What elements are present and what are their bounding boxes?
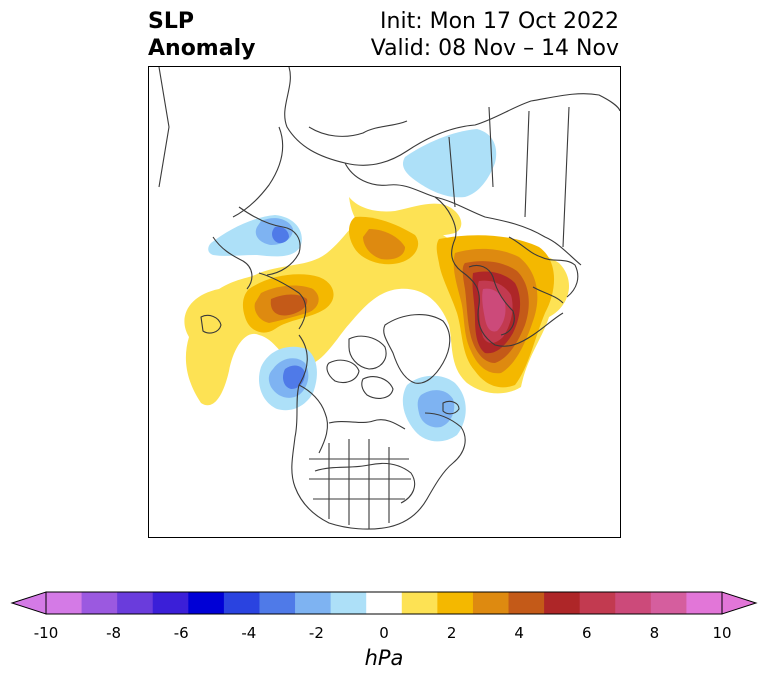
- colorbar-segment: [81, 592, 118, 614]
- init-date: Init: Mon 17 Oct 2022: [380, 9, 619, 34]
- colorbar-segment: [330, 592, 367, 614]
- anomaly-fill: [482, 288, 506, 332]
- colorbar-segment: [366, 592, 403, 614]
- map-title: SLP Anomaly: [148, 8, 255, 62]
- anomaly-fill: [270, 294, 308, 316]
- colorbar-extend-max: [721, 591, 758, 615]
- colorbar-extend-min: [10, 591, 47, 615]
- colorbar-segment: [544, 592, 581, 614]
- colorbar-tick-label: 6: [582, 624, 592, 642]
- colorbar-tick-label: -2: [308, 624, 324, 642]
- colorbar-segment: [615, 592, 652, 614]
- title-line-1: SLP: [148, 9, 194, 34]
- colorbar-tick-label: 4: [514, 624, 524, 642]
- colorbar-outline: [45, 591, 723, 615]
- colorbar-segment: [650, 592, 687, 614]
- colorbar-segment: [401, 592, 438, 614]
- colorbar-segment: [579, 592, 616, 614]
- colorbar-segment: [188, 592, 225, 614]
- forecast-dates: Init: Mon 17 Oct 2022 Valid: 08 Nov – 14…: [371, 8, 619, 62]
- slp-anomaly-map: [148, 66, 621, 538]
- colorbar-tick-label: 10: [712, 624, 732, 642]
- colorbar-tick-label: 8: [649, 624, 660, 642]
- colorbar-segment: [223, 592, 260, 614]
- colorbar-segment: [472, 592, 510, 614]
- anomaly-fill: [417, 390, 455, 428]
- colorbar-tick-label: -10: [33, 624, 59, 642]
- colorbar-segment: [259, 592, 296, 614]
- colorbar-tick-label: -4: [241, 624, 257, 642]
- colorbar-segment: [117, 592, 154, 614]
- anomaly-fill: [363, 229, 405, 260]
- map-canvas: [158, 67, 620, 530]
- colorbar: [10, 591, 758, 615]
- colorbar-tick-label: -6: [173, 624, 189, 642]
- coastlines: [158, 67, 620, 530]
- colorbar-segment: [508, 592, 545, 614]
- valid-range: Valid: 08 Nov – 14 Nov: [370, 36, 619, 61]
- colorbar-segment: [437, 592, 474, 614]
- colorbar-tick-label: 0: [379, 624, 389, 642]
- anomaly-fill: [272, 226, 289, 244]
- colorbar-unit: hPa: [364, 646, 404, 670]
- anomaly-fill: [402, 129, 497, 198]
- colorbar-segment: [152, 592, 189, 614]
- colorbar-segment: [686, 592, 723, 614]
- colorbar-tick-label: -8: [106, 624, 122, 642]
- title-line-2: Anomaly: [148, 36, 256, 61]
- colorbar-tick-label: 2: [446, 624, 457, 642]
- colorbar-segment: [295, 592, 332, 614]
- colorbar-segment: [46, 592, 83, 614]
